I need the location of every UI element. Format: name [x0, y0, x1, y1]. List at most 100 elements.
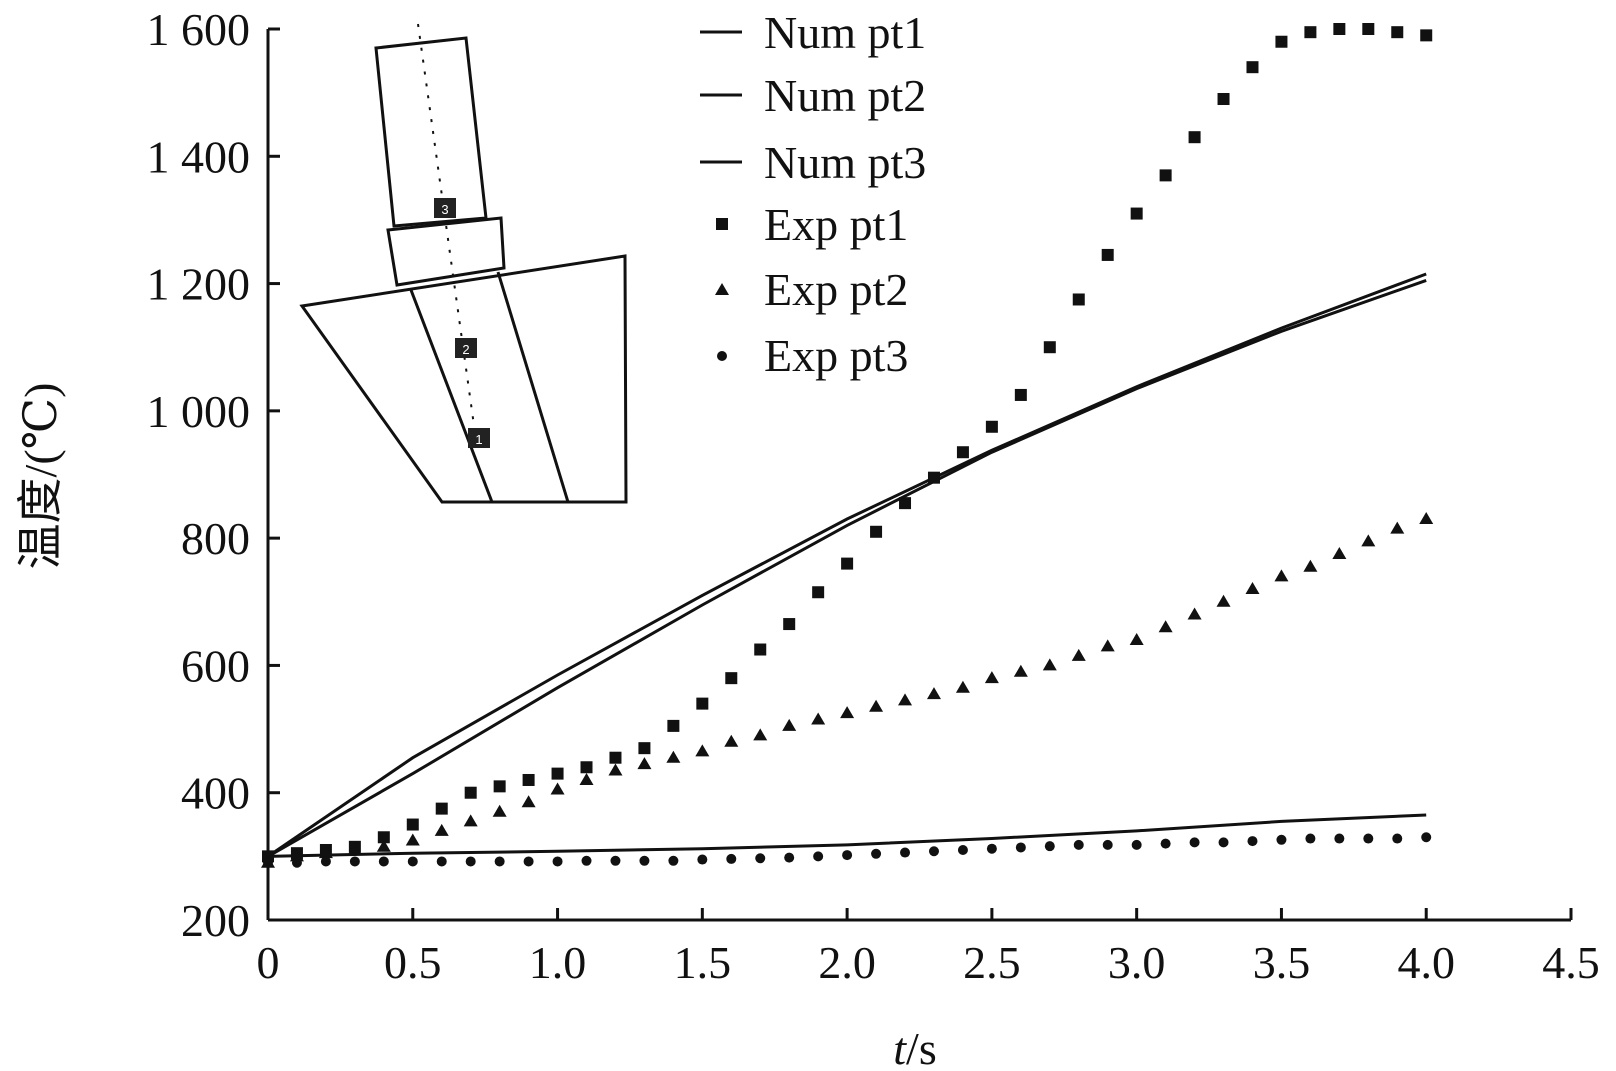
data-point	[841, 557, 854, 570]
data-point	[494, 856, 505, 867]
data-point	[1245, 582, 1260, 595]
data-point	[1218, 837, 1229, 848]
data-point	[349, 856, 360, 867]
series-num-pt3	[267, 813, 1427, 858]
data-point	[813, 851, 824, 862]
data-point	[784, 852, 795, 863]
legend-marker-exp-pt1	[716, 218, 728, 230]
data-point	[1159, 169, 1172, 182]
inset-point-3-marker	[434, 198, 456, 218]
x-axis-title: t/s	[893, 1023, 936, 1071]
data-point	[1101, 248, 1114, 261]
data-point	[869, 699, 884, 712]
x-tick-label: 3.0	[1108, 937, 1166, 988]
inset-inner-line-right	[496, 271, 570, 503]
data-point	[1160, 838, 1171, 849]
data-point	[1042, 658, 1057, 671]
data-point	[900, 847, 911, 858]
data-point	[465, 856, 476, 867]
data-point	[320, 856, 331, 867]
data-point	[695, 744, 710, 757]
series-line	[267, 272, 1427, 858]
data-point	[782, 718, 797, 731]
data-point	[434, 823, 449, 836]
legend-marker-exp-pt2	[715, 283, 729, 295]
data-point	[899, 497, 912, 510]
legend-label-exp-pt2: Exp pt2	[764, 264, 908, 315]
data-point	[1102, 839, 1113, 850]
data-point	[1274, 569, 1289, 582]
data-point	[1100, 639, 1115, 652]
data-point	[289, 849, 304, 862]
data-point	[957, 844, 968, 855]
data-point	[1246, 61, 1259, 74]
series-exp-pt1	[262, 23, 1433, 863]
data-point	[1014, 388, 1027, 401]
data-point	[435, 802, 448, 815]
data-point	[1072, 293, 1085, 306]
data-point	[840, 706, 855, 719]
data-point	[609, 751, 622, 764]
data-point	[1420, 29, 1433, 42]
data-point	[493, 780, 506, 793]
data-point	[608, 763, 623, 776]
legend-label-num-pt3: Num pt3	[764, 137, 926, 188]
y-tick-label: 400	[181, 768, 250, 819]
data-point	[1187, 607, 1202, 620]
data-point	[1247, 836, 1258, 847]
inset-point-1-label: 1	[475, 432, 482, 447]
data-point	[696, 697, 709, 710]
data-point	[1216, 594, 1231, 607]
data-point	[1158, 620, 1173, 633]
x-tick-label: 0.5	[384, 937, 442, 988]
legend: Num pt1 Num pt2 Num pt3 Exp pt1 Exp pt2 …	[700, 7, 926, 381]
specimen-inset: 3 2 1	[299, 23, 628, 504]
data-point	[1421, 832, 1432, 843]
data-point	[926, 687, 941, 700]
ticks: 0 0.5 1.0 1.5 2.0 2.5 3.0 3.5 4.0 4.5 200 400 600 800…	[147, 4, 1600, 988]
data-point	[521, 795, 536, 808]
data-point	[985, 420, 998, 433]
data-point	[1362, 23, 1375, 35]
data-point	[1131, 839, 1142, 850]
data-point	[1217, 93, 1230, 106]
data-point	[263, 857, 273, 868]
data-point	[1363, 833, 1374, 844]
data-point	[1013, 664, 1028, 677]
data-point	[1130, 207, 1143, 220]
x-tick-label: 2.0	[818, 937, 876, 988]
data-point	[870, 525, 883, 538]
data-point	[755, 853, 766, 864]
data-point	[1043, 341, 1056, 354]
series-num-pt1	[267, 278, 1427, 858]
x-tick-label: 4.0	[1397, 937, 1455, 988]
data-point	[955, 680, 970, 693]
inset-middle-block	[386, 216, 506, 287]
series-num-pt2	[267, 272, 1427, 858]
data-point	[550, 782, 565, 795]
x-tick-label: 1.5	[674, 937, 732, 988]
y-tick-label: 1 200	[147, 259, 251, 310]
y-axis-title: 温度/(℃)	[15, 383, 66, 570]
inset-centerline	[417, 23, 477, 441]
data-point	[407, 856, 418, 867]
data-point	[1304, 26, 1317, 39]
data-point	[1333, 23, 1346, 35]
axes	[266, 29, 1571, 922]
data-point	[668, 855, 679, 866]
data-point	[376, 839, 391, 852]
data-point	[492, 804, 507, 817]
data-point	[811, 712, 826, 725]
data-point	[697, 854, 708, 865]
data-point	[1334, 833, 1345, 844]
data-point	[812, 586, 825, 599]
x-tick-label: 3.5	[1253, 937, 1311, 988]
inset-lower-block	[299, 254, 628, 504]
data-point	[580, 761, 593, 774]
data-point	[927, 471, 940, 484]
data-point	[1305, 833, 1316, 844]
data-point	[1129, 632, 1144, 645]
data-point	[1361, 534, 1376, 547]
data-point	[638, 742, 651, 755]
